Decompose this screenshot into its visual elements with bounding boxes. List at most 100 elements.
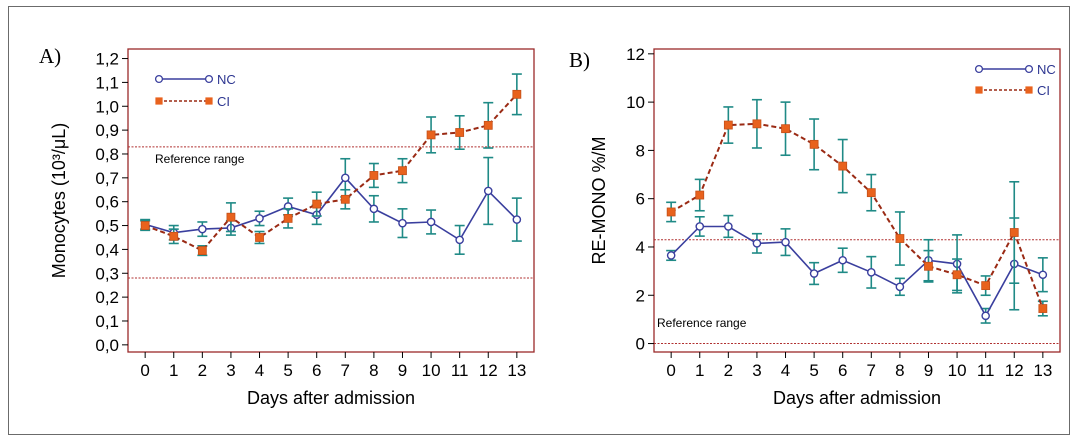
data-point <box>340 194 350 204</box>
data-point <box>426 130 436 140</box>
series-ci <box>666 98 1048 317</box>
x-tick-label: 0 <box>666 361 675 380</box>
data-point <box>255 214 264 223</box>
x-tick-label: 3 <box>752 361 761 380</box>
legend-marker <box>975 86 983 94</box>
x-tick-label: 11 <box>977 361 995 380</box>
y-axis-label: Monocytes (10³/μL) <box>49 123 69 278</box>
data-point <box>781 237 790 247</box>
y-tick-label: 0,0 <box>95 336 119 355</box>
legend-label: CI <box>1037 83 1050 98</box>
data-point <box>340 173 350 183</box>
data-point <box>512 215 522 224</box>
x-tick-label: 13 <box>1033 361 1052 380</box>
y-tick-label: 1,2 <box>95 50 119 69</box>
x-tick-label: 0 <box>140 361 149 380</box>
x-tick-label: 1 <box>169 361 178 380</box>
legend: NC CI <box>974 62 1056 98</box>
data-point <box>1038 304 1048 313</box>
x-tick-label: 8 <box>369 361 378 380</box>
data-point <box>255 233 264 242</box>
y-tick-label: 0,5 <box>95 217 119 236</box>
data-point <box>695 190 705 200</box>
data-point <box>895 282 905 292</box>
y-tick-label: 12 <box>626 45 645 64</box>
legend-marker <box>205 97 213 105</box>
y-tick-label: 8 <box>636 141 645 160</box>
legend-marker <box>155 97 163 105</box>
x-tick-label: 9 <box>398 361 407 380</box>
y-tick-label: 1,1 <box>95 73 119 92</box>
data-point <box>981 281 991 291</box>
data-point <box>695 222 705 231</box>
x-axis-label: Days after admission <box>247 388 415 408</box>
y-tick-label: 10 <box>626 93 645 112</box>
plot-frame <box>127 48 535 353</box>
y-tick-label: 0,8 <box>95 145 119 164</box>
data-point <box>895 234 905 243</box>
panel-a: A) 0,0 0,1 0,2 0,3 0,4 0,5 0,6 0,7 0,8 0,9 1,0 1,1 1,… <box>39 44 535 408</box>
x-axis-label: Days after admission <box>773 388 941 408</box>
panel-label: B) <box>569 48 590 72</box>
data-point <box>455 235 464 245</box>
data-point <box>283 213 293 223</box>
y-tick-label: 0,2 <box>95 288 119 307</box>
reference-range-label: Reference range <box>155 152 245 166</box>
data-point <box>1009 228 1019 237</box>
legend-label: NC <box>1037 62 1056 77</box>
y-tick-label: 6 <box>636 190 645 209</box>
x-tick-label: 11 <box>451 361 469 380</box>
panel-label: A) <box>39 44 61 68</box>
data-point <box>312 199 322 209</box>
data-point <box>838 161 848 171</box>
data-point <box>198 224 207 234</box>
data-point <box>197 246 207 256</box>
legend-marker <box>1025 86 1033 94</box>
data-point <box>866 268 876 277</box>
x-tick-label: 4 <box>255 361 264 380</box>
x-tick-label: 8 <box>895 361 904 380</box>
y-axis-label: RE-MONO %/M <box>589 137 609 265</box>
data-point <box>226 212 236 222</box>
data-point <box>752 239 762 248</box>
x-tick-label: 12 <box>479 361 498 380</box>
legend-marker <box>204 74 214 84</box>
data-point <box>483 120 493 130</box>
data-point <box>369 204 379 214</box>
x-tick-label: 5 <box>283 361 292 380</box>
series-line <box>144 93 518 252</box>
y-tick-label: 4 <box>636 238 645 257</box>
legend-label: CI <box>217 94 230 109</box>
x-tick-label: 10 <box>422 361 441 380</box>
x-tick-label: 2 <box>198 361 207 380</box>
series-nc <box>666 214 1048 324</box>
y-tick-label: 0,9 <box>95 121 119 140</box>
y-tick-label: 0 <box>636 335 645 354</box>
x-tick-label: 10 <box>948 361 967 380</box>
x-tick-label: 3 <box>226 361 235 380</box>
data-point <box>455 128 465 137</box>
series-ci <box>140 73 522 257</box>
series-line <box>670 122 1044 309</box>
data-point <box>666 207 676 217</box>
data-point <box>924 261 933 271</box>
y-tick-label: 1,0 <box>95 97 119 116</box>
x-tick-label: 2 <box>724 361 733 380</box>
data-point <box>866 188 876 198</box>
plot-frame <box>653 48 1061 353</box>
x-tick-label: 6 <box>312 361 321 380</box>
series-nc <box>140 156 522 255</box>
data-point <box>483 186 493 196</box>
data-point <box>398 166 407 176</box>
x-tick-label: 9 <box>924 361 933 380</box>
data-point <box>369 171 379 180</box>
data-point <box>723 120 733 130</box>
series-line <box>144 176 518 242</box>
x-tick-label: 1 <box>695 361 704 380</box>
x-tick-label: 7 <box>341 361 350 380</box>
legend-marker <box>1024 64 1034 74</box>
data-point <box>781 124 790 134</box>
legend: NC CI <box>154 72 236 109</box>
x-tick-label: 6 <box>838 361 847 380</box>
data-point <box>752 119 762 129</box>
